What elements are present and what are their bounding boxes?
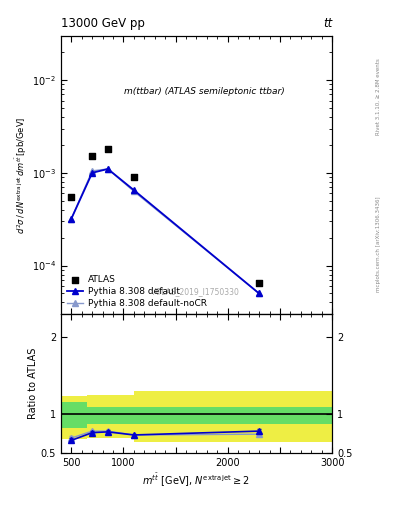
Text: Rivet 3.1.10, ≥ 2.8M events: Rivet 3.1.10, ≥ 2.8M events — [376, 59, 381, 135]
Pythia 8.308 default-noCR — [132, 188, 136, 195]
Line: Pythia 8.308 default: Pythia 8.308 default — [68, 165, 263, 297]
Pythia 8.308 default-noCR — [105, 166, 110, 172]
ATLAS — [68, 193, 75, 201]
ATLAS — [89, 153, 95, 161]
Y-axis label: $d^2\sigma\,/\,dN^\mathrm{extra\,jet}\,dm^{t\bar{t}}\,[\mathrm{pb/GeV}]$: $d^2\sigma\,/\,dN^\mathrm{extra\,jet}\,d… — [13, 116, 29, 233]
Pythia 8.308 default-noCR — [257, 290, 261, 296]
Line: Pythia 8.308 default-noCR: Pythia 8.308 default-noCR — [68, 165, 263, 297]
Pythia 8.308 default — [257, 290, 261, 296]
Pythia 8.308 default — [105, 166, 110, 172]
ATLAS — [131, 173, 137, 181]
Pythia 8.308 default-noCR — [90, 168, 95, 174]
Pythia 8.308 default-noCR — [69, 216, 74, 222]
X-axis label: $m^{t\bar{t}}$ [GeV], $N^\mathrm{extra\,jet} \geq 2$: $m^{t\bar{t}}$ [GeV], $N^\mathrm{extra\,… — [142, 472, 251, 489]
Pythia 8.308 default — [132, 187, 136, 193]
Legend: ATLAS, Pythia 8.308 default, Pythia 8.308 default-noCR: ATLAS, Pythia 8.308 default, Pythia 8.30… — [65, 273, 209, 310]
Text: mcplots.cern.ch [arXiv:1306.3436]: mcplots.cern.ch [arXiv:1306.3436] — [376, 197, 381, 292]
Pythia 8.308 default — [69, 216, 74, 222]
Text: tt: tt — [323, 16, 332, 30]
Y-axis label: Ratio to ATLAS: Ratio to ATLAS — [28, 348, 38, 419]
Text: 13000 GeV pp: 13000 GeV pp — [61, 16, 145, 30]
Pythia 8.308 default — [90, 170, 95, 176]
ATLAS — [105, 145, 111, 153]
Text: m(ttbar) (ATLAS semileptonic ttbar): m(ttbar) (ATLAS semileptonic ttbar) — [124, 87, 285, 96]
Text: ATLAS_2019_I1750330: ATLAS_2019_I1750330 — [153, 287, 240, 296]
ATLAS — [256, 279, 262, 287]
